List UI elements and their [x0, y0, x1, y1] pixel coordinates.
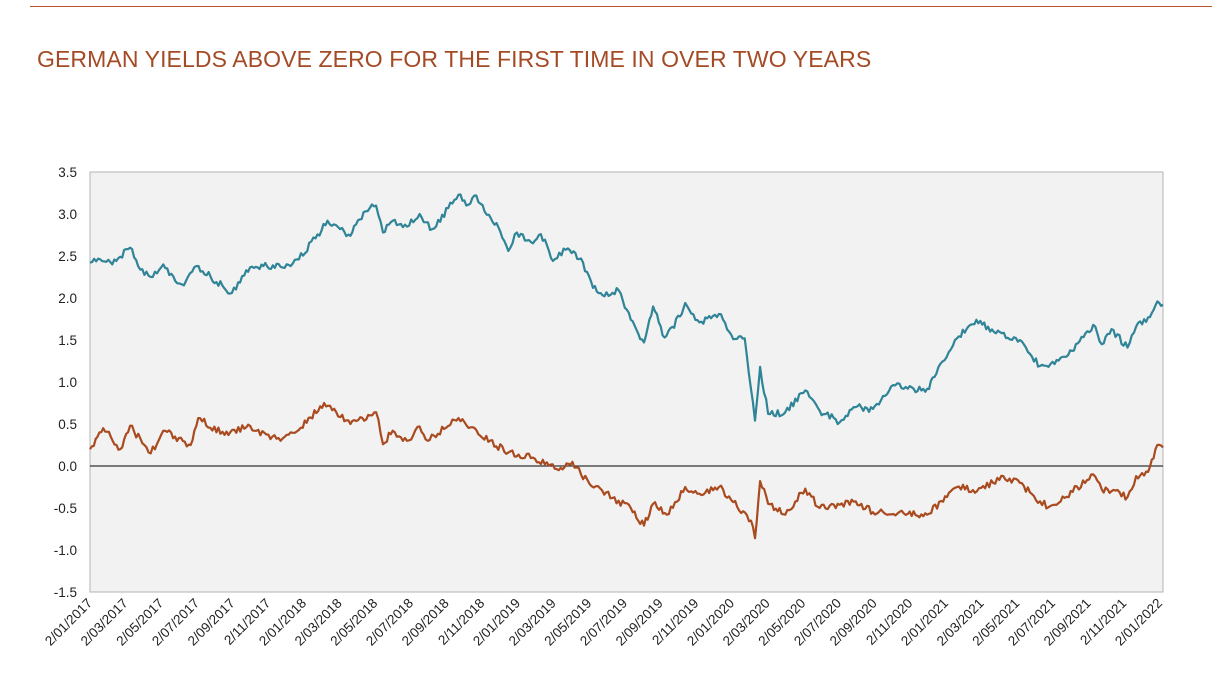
- plot-area: [89, 171, 1164, 593]
- y-tick-label: 2.5: [58, 249, 77, 264]
- y-tick-label: 1.0: [58, 375, 77, 390]
- y-tick-label: -1.5: [54, 585, 77, 600]
- y-tick-label: 3.0: [58, 207, 77, 222]
- y-tick-label: 3.5: [58, 165, 77, 180]
- y-tick-label: 0.5: [58, 417, 77, 432]
- page-title: GERMAN YIELDS ABOVE ZERO FOR THE FIRST T…: [37, 46, 872, 72]
- series-line-lower: [89, 401, 1164, 540]
- y-tick-label: 0.0: [58, 459, 77, 474]
- y-tick-label: -1.0: [54, 543, 77, 558]
- y-tick-label: -0.5: [54, 501, 77, 516]
- y-tick-label: 2.0: [58, 291, 77, 306]
- series-line-upper: [89, 193, 1164, 426]
- y-tick-label: 1.5: [58, 333, 77, 348]
- top-divider: [30, 6, 1212, 7]
